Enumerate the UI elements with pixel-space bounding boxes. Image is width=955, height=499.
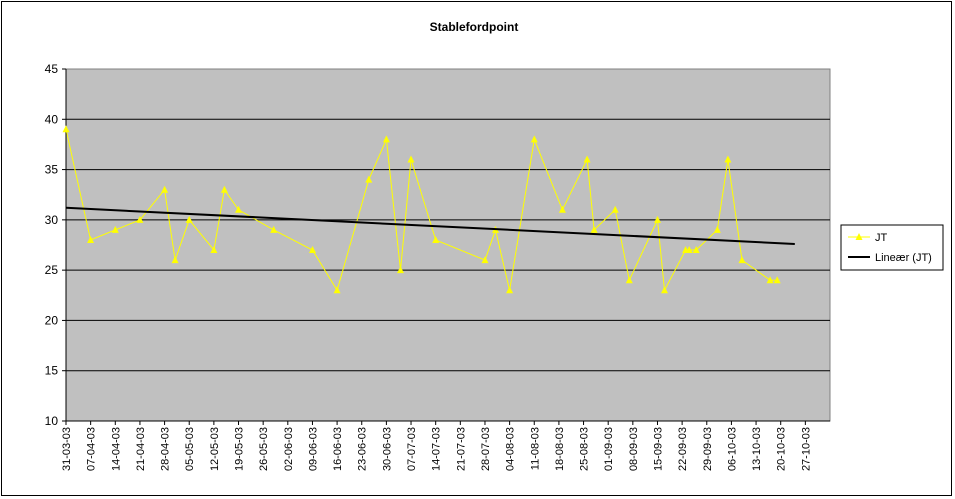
legend-label-trend: Lineær (JT) <box>875 252 932 264</box>
data-point-jt <box>270 225 278 233</box>
legend-box <box>840 224 944 271</box>
x-tick-label: 09-06-03 <box>307 427 319 471</box>
x-tick-label: 06-10-03 <box>726 427 738 471</box>
legend-label-jt: JT <box>875 232 888 244</box>
legend: JT Lineær (JT) <box>840 224 944 271</box>
x-tick-label: 04-08-03 <box>505 427 517 471</box>
data-point-jt <box>235 205 242 213</box>
x-tick-label: 02-06-03 <box>283 427 295 471</box>
data-point-jt <box>407 155 415 163</box>
y-tick-label: 20 <box>45 313 59 327</box>
series-layer <box>62 125 795 294</box>
x-tick-label: 07-07-03 <box>406 427 418 471</box>
data-point-jt <box>611 205 619 213</box>
data-point-jt <box>220 185 228 193</box>
legend-marker-jt <box>855 233 863 240</box>
trendline <box>65 206 795 245</box>
data-point-jt <box>583 155 591 163</box>
x-tick-label: 25-08-03 <box>579 427 591 471</box>
x-tick-label: 18-08-03 <box>554 427 566 471</box>
x-axis: 31-03-03 07-04-03 14-04-03 21-04-03 28-04-03… <box>61 420 830 471</box>
x-tick-label: 27-10-03 <box>800 427 812 471</box>
x-tick-label: 21-04-03 <box>135 427 147 471</box>
x-tick-label: 29-09-03 <box>702 427 714 471</box>
data-point-jt <box>661 286 668 294</box>
data-point-jt <box>171 256 179 264</box>
data-point-jt <box>87 236 95 243</box>
y-axis: 10 15 20 25 30 35 40 45 <box>45 62 67 428</box>
data-point-jt <box>766 276 774 284</box>
y-tick-label: 25 <box>45 263 59 277</box>
x-tick-label: 22-09-03 <box>677 427 689 471</box>
x-tick-label: 01-09-03 <box>603 427 615 471</box>
x-tick-label: 13-10-03 <box>751 427 763 471</box>
y-tick-label: 10 <box>45 414 59 428</box>
y-tick-label: 40 <box>45 112 59 126</box>
x-tick-label: 28-07-03 <box>480 427 492 471</box>
data-point-jt <box>692 246 700 253</box>
data-point-jt <box>481 256 489 264</box>
y-tick-label: 35 <box>45 163 59 177</box>
data-point-jt <box>530 135 538 143</box>
data-point-jt <box>590 225 598 233</box>
data-point-jt <box>62 125 70 133</box>
x-tick-label: 23-06-03 <box>357 427 369 471</box>
x-tick-label: 31-03-03 <box>61 427 73 471</box>
x-tick-label: 19-05-03 <box>234 427 246 471</box>
data-point-jt <box>625 276 633 284</box>
data-point-jt <box>185 215 193 223</box>
x-tick-label: 05-05-03 <box>184 427 196 471</box>
x-tick-label: 30-06-03 <box>381 427 393 471</box>
x-tick-label: 28-04-03 <box>160 427 172 471</box>
x-tick-label: 14-07-03 <box>431 427 443 471</box>
data-point-jt <box>111 225 119 233</box>
chart-title: Stablefordpoint <box>430 20 519 34</box>
data-point-jt <box>558 205 566 213</box>
data-point-jt <box>773 276 781 284</box>
data-point-jt <box>382 135 390 143</box>
x-tick-label: 07-04-03 <box>86 427 98 471</box>
x-tick-label: 20-10-03 <box>776 427 788 471</box>
data-point-jt <box>713 225 721 233</box>
x-tick-label: 08-09-03 <box>628 427 640 471</box>
data-point-jt <box>210 246 218 253</box>
data-point-jt <box>738 256 746 264</box>
data-point-jt <box>333 286 341 294</box>
data-point-jt <box>365 175 373 183</box>
gridlines <box>66 118 830 372</box>
x-tick-label: 14-04-03 <box>110 427 122 471</box>
data-point-jt <box>432 236 440 243</box>
y-tick-label: 30 <box>45 213 59 227</box>
x-tick-label: 16-06-03 <box>332 427 344 471</box>
x-tick-label: 11-08-03 <box>529 427 541 470</box>
data-point-jt <box>136 215 144 223</box>
data-point-jt <box>161 185 169 193</box>
data-point-jt <box>309 246 316 253</box>
data-point-jt <box>685 246 693 253</box>
x-tick-label: 15-09-03 <box>652 427 664 471</box>
data-point-jt <box>654 215 661 223</box>
x-tick-label: 12-05-03 <box>209 427 221 471</box>
y-tick-label: 45 <box>45 62 59 76</box>
data-point-jt <box>397 266 404 274</box>
data-point-jt <box>724 155 732 163</box>
x-tick-label: 26-05-03 <box>258 427 270 471</box>
x-tick-label: 21-07-03 <box>455 427 467 471</box>
data-point-jt <box>506 286 514 294</box>
y-tick-label: 15 <box>45 364 59 378</box>
